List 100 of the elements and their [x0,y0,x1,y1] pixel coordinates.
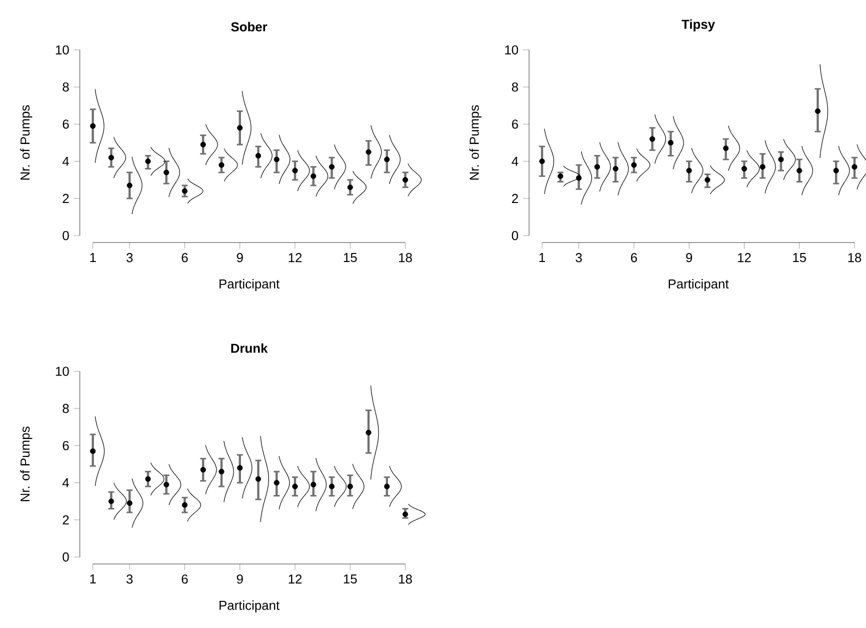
point [274,156,280,162]
point [274,480,280,486]
point [200,142,206,148]
point [182,188,188,194]
point [145,476,151,482]
x-axis-title: Participant [220,600,280,613]
point [164,170,170,176]
point [237,125,243,131]
x-tick-label: 3 [126,574,133,584]
y-tick-label: 8 [512,82,518,92]
point [292,168,298,174]
x-tick-label: 3 [576,253,582,262]
point [200,467,206,473]
chart-title: Drunk [231,343,268,353]
x-tick-label: 15 [344,253,357,262]
y-tick-label: 0 [62,231,69,240]
point [650,136,656,142]
point [347,484,353,490]
point [218,162,224,168]
x-tick-label: 12 [738,253,751,262]
point [686,168,692,174]
point [539,158,545,164]
x-tick-label: 9 [236,574,243,584]
x-tick-label: 6 [182,574,188,584]
y-tick-label: 6 [512,120,518,129]
point [402,512,408,518]
x-tick-label: 9 [686,253,692,262]
x-tick-label: 1 [539,253,546,262]
point [384,484,390,490]
x-tick-label: 18 [399,253,412,262]
point [145,158,151,164]
y-tick-label: 10 [56,45,69,55]
point [558,173,564,180]
y-tick-label: 8 [62,82,69,92]
point [90,123,96,129]
y-tick-label: 2 [62,194,69,204]
y-tick-label: 4 [62,478,69,488]
point [778,156,784,162]
point [384,156,390,162]
point [576,175,582,181]
point [366,430,372,436]
x-axis-title: Participant [668,279,729,292]
y-tick-label: 10 [56,366,69,376]
point [814,108,821,114]
x-tick-label: 12 [288,253,302,262]
point [126,182,132,188]
y-tick-label: 0 [62,552,69,562]
chart-title: Tipsy [682,19,715,32]
point [347,184,353,190]
point [594,164,600,170]
x-tick-label: 12 [288,574,302,584]
y-axis-title: Nr. of Pumps [20,426,32,502]
point [612,166,618,172]
point [310,173,316,180]
point [631,162,637,168]
point [402,177,408,183]
point [310,482,316,488]
chart-title: Sober [231,22,268,32]
x-tick-label: 3 [126,253,133,262]
point [108,154,114,160]
x-tick-label: 9 [236,253,243,262]
x-tick-label: 18 [399,574,412,584]
x-tick-label: 6 [182,253,188,262]
point [182,502,188,508]
y-tick-label: 0 [512,231,518,240]
point [833,168,839,174]
y-tick-label: 2 [62,515,69,524]
y-tick-label: 4 [512,156,518,166]
y-tick-label: 10 [505,45,518,55]
x-tick-label: 1 [90,253,96,262]
point [255,152,262,159]
y-tick-label: 4 [62,156,69,166]
point [292,484,298,490]
point [704,177,710,183]
x-tick-label: 15 [793,253,806,262]
point [366,149,372,155]
y-tick-label: 6 [62,441,69,450]
point [126,500,132,506]
point [108,498,114,504]
point [164,482,170,488]
point [328,164,335,170]
y-tick-label: 8 [62,404,69,414]
point [90,448,96,454]
point [328,484,335,490]
point [796,168,802,174]
point [723,146,729,152]
x-tick-label: 6 [631,253,637,262]
x-tick-label: 15 [344,574,357,584]
point [255,476,262,482]
point [760,164,766,170]
x-axis-title: Participant [220,279,280,292]
point [852,164,858,170]
point [237,465,243,471]
x-tick-label: 18 [848,253,862,262]
point [668,140,674,146]
x-tick-label: 1 [90,574,96,584]
y-tick-label: 2 [512,194,518,204]
point [741,166,748,172]
point [218,468,224,474]
y-axis-title: Nr. of Pumps [20,105,32,180]
